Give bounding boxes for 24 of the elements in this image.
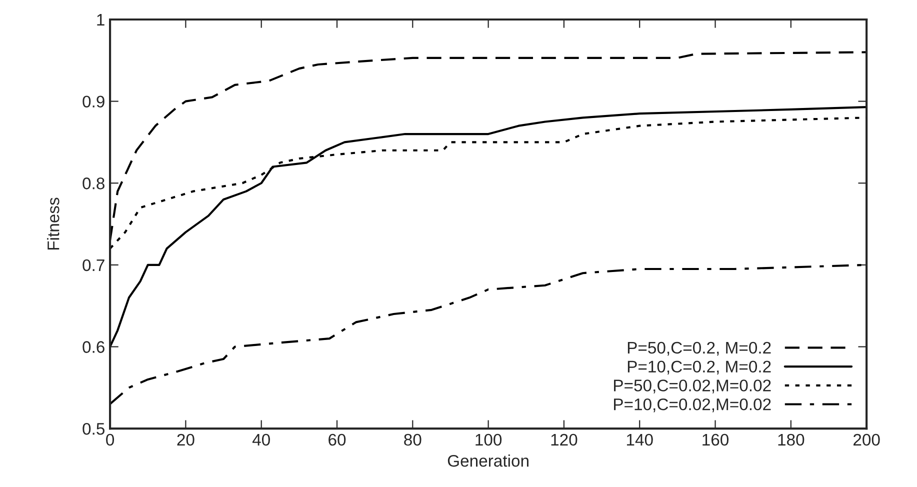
x-tick-label: 200 xyxy=(854,434,880,446)
line-series xyxy=(110,51,867,242)
legend-label: P=50,C=0.02,M=0.02 xyxy=(614,380,771,394)
x-tick-label: 80 xyxy=(404,434,422,446)
y-tick-label: 0.7 xyxy=(82,259,104,272)
legend-label: P=50,C=0.2, M=0.2 xyxy=(628,342,771,356)
x-tick-label: 120 xyxy=(551,434,578,446)
x-tick-label: 40 xyxy=(252,434,270,446)
x-tick-label: 100 xyxy=(476,434,502,446)
x-tick-label: 60 xyxy=(328,434,346,446)
y-tick-label: 0.9 xyxy=(82,96,104,108)
x-tick-label: 0 xyxy=(106,434,114,446)
x-tick-label: 140 xyxy=(626,434,653,446)
y-axis-title: Fitness xyxy=(47,198,60,250)
y-tick-label: 0.6 xyxy=(82,341,104,353)
legend-label: P=10,C=0.02,M=0.02 xyxy=(614,398,771,412)
x-axis-title: Generation xyxy=(448,454,528,467)
legend-label: P=10,C=0.2, M=0.2 xyxy=(628,360,771,374)
x-tick-label: 180 xyxy=(778,434,804,446)
x-tick-label: 160 xyxy=(702,434,729,446)
y-tick-label: 0.8 xyxy=(82,178,104,190)
x-tick-label: 20 xyxy=(177,434,194,446)
y-tick-label: 0.5 xyxy=(82,422,104,435)
y-tick-label: 1 xyxy=(97,14,104,26)
